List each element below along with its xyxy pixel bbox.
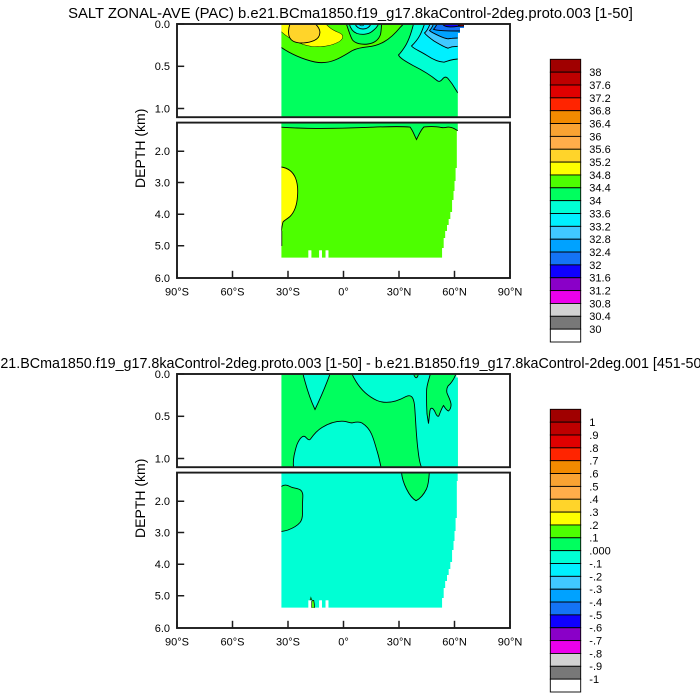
svg-text:DEPTH (km): DEPTH (km) xyxy=(132,109,148,188)
svg-text:60°N: 60°N xyxy=(442,287,467,299)
svg-text:34.8: 34.8 xyxy=(589,170,610,182)
svg-text:31.6: 31.6 xyxy=(589,273,610,285)
svg-text:30.4: 30.4 xyxy=(589,311,610,323)
svg-text:33.6: 33.6 xyxy=(589,208,610,220)
svg-text:3.0: 3.0 xyxy=(155,527,170,539)
svg-text:-.8: -.8 xyxy=(589,648,602,660)
svg-text:-.6: -.6 xyxy=(589,623,602,635)
svg-text:32: 32 xyxy=(589,260,601,272)
svg-text:.000: .000 xyxy=(589,546,610,558)
svg-text:30°S: 30°S xyxy=(276,637,300,649)
svg-text:35.6: 35.6 xyxy=(589,144,610,156)
svg-text:0.0: 0.0 xyxy=(155,369,170,381)
svg-text:6.0: 6.0 xyxy=(155,623,170,635)
svg-text:5.0: 5.0 xyxy=(155,241,170,253)
svg-text:30°N: 30°N xyxy=(387,287,412,299)
svg-text:36: 36 xyxy=(589,131,601,143)
svg-text:90°N: 90°N xyxy=(498,637,523,649)
svg-text:30°N: 30°N xyxy=(387,637,412,649)
svg-text:.6: .6 xyxy=(589,468,598,480)
svg-text:32.8: 32.8 xyxy=(589,234,610,246)
svg-text:0°: 0° xyxy=(338,287,349,299)
svg-text:5.0: 5.0 xyxy=(155,591,170,603)
svg-text:30: 30 xyxy=(589,324,601,336)
svg-text:.2: .2 xyxy=(589,520,598,532)
svg-text:-.2: -.2 xyxy=(589,571,602,583)
svg-text:90°S: 90°S xyxy=(165,287,189,299)
svg-text:31.2: 31.2 xyxy=(589,286,610,298)
svg-text:0.0: 0.0 xyxy=(155,19,170,31)
svg-text:32.4: 32.4 xyxy=(589,247,610,259)
svg-text:.4: .4 xyxy=(589,494,598,506)
svg-text:.9: .9 xyxy=(589,430,598,442)
svg-text:-.4: -.4 xyxy=(589,597,602,609)
svg-text:-.5: -.5 xyxy=(589,610,602,622)
svg-text:SALT ZONAL-AVE (PAC) b.e21.BCm: SALT ZONAL-AVE (PAC) b.e21.BCma1850.f19_… xyxy=(68,6,633,22)
svg-text:2.0: 2.0 xyxy=(155,146,170,158)
svg-text:-1: -1 xyxy=(589,674,599,686)
svg-text:.3: .3 xyxy=(589,507,598,519)
svg-text:.8: .8 xyxy=(589,443,598,455)
svg-text:-.7: -.7 xyxy=(589,636,602,648)
svg-text:0.5: 0.5 xyxy=(155,411,170,423)
svg-text:33.2: 33.2 xyxy=(589,221,610,233)
svg-text:-.3: -.3 xyxy=(589,584,602,596)
svg-text:1: 1 xyxy=(589,417,595,429)
svg-text:30.8: 30.8 xyxy=(589,298,610,310)
svg-text:34.4: 34.4 xyxy=(589,183,610,195)
svg-text:34: 34 xyxy=(589,196,601,208)
svg-text:.5: .5 xyxy=(589,481,598,493)
svg-text:0°: 0° xyxy=(338,637,349,649)
svg-text:60°S: 60°S xyxy=(221,637,245,649)
svg-text:DEPTH (km): DEPTH (km) xyxy=(132,459,148,538)
svg-text:90°N: 90°N xyxy=(498,287,523,299)
svg-text:36.4: 36.4 xyxy=(589,118,610,130)
svg-text:60°S: 60°S xyxy=(221,287,245,299)
svg-text:-.9: -.9 xyxy=(589,661,602,673)
svg-text:.1: .1 xyxy=(589,533,598,545)
svg-text:6.0: 6.0 xyxy=(155,273,170,285)
svg-text:3.0: 3.0 xyxy=(155,177,170,189)
svg-text:-.1: -.1 xyxy=(589,558,602,570)
svg-text:b.e21.BCma1850.f19_g17.8kaCont: b.e21.BCma1850.f19_g17.8kaControl-2deg.p… xyxy=(0,356,700,372)
svg-text:60°N: 60°N xyxy=(442,637,467,649)
svg-text:4.0: 4.0 xyxy=(155,209,170,221)
svg-text:0.5: 0.5 xyxy=(155,61,170,73)
svg-text:36.8: 36.8 xyxy=(589,106,610,118)
svg-text:30°S: 30°S xyxy=(276,287,300,299)
svg-text:38: 38 xyxy=(589,67,601,79)
svg-text:35.2: 35.2 xyxy=(589,157,610,169)
svg-text:90°S: 90°S xyxy=(165,637,189,649)
svg-text:37.6: 37.6 xyxy=(589,80,610,92)
svg-text:4.0: 4.0 xyxy=(155,559,170,571)
svg-text:1.0: 1.0 xyxy=(155,453,170,465)
svg-text:2.0: 2.0 xyxy=(155,496,170,508)
svg-text:.7: .7 xyxy=(589,456,598,468)
svg-text:1.0: 1.0 xyxy=(155,103,170,115)
svg-text:37.2: 37.2 xyxy=(589,93,610,105)
